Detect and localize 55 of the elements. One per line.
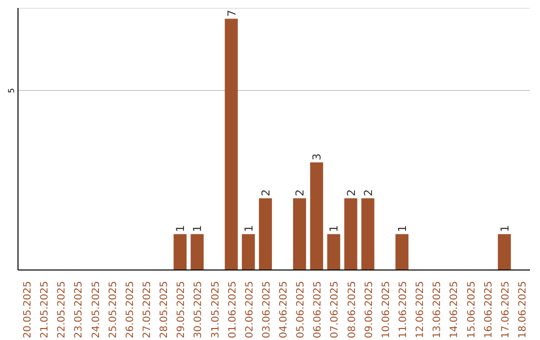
data-label: 2 — [294, 189, 307, 196]
bar — [310, 162, 324, 270]
data-label: 2 — [259, 189, 272, 196]
data-label: 1 — [498, 225, 512, 232]
x-tick-label: 01.06.2025 — [227, 281, 238, 338]
x-tick-label: 09.06.2025 — [364, 281, 375, 338]
data-label: 2 — [362, 189, 375, 196]
x-tick-label: 18.06.2025 — [517, 281, 528, 338]
y-tick-label: 5 — [7, 88, 16, 94]
data-label: 7 — [225, 10, 238, 17]
x-tick-label: 28.05.2025 — [159, 281, 170, 338]
x-tick-label: 31.05.2025 — [210, 281, 222, 338]
bar — [395, 234, 408, 270]
x-tick-label: 29.05.2025 — [176, 281, 188, 338]
x-tick-label: 30.05.2025 — [193, 281, 204, 338]
x-tick-label: 21.05.2025 — [40, 281, 51, 338]
x-tick-label: 25.05.2025 — [108, 281, 119, 338]
x-tick-label: 24.05.2025 — [90, 281, 102, 338]
x-tick-label: 23.05.2025 — [74, 281, 85, 338]
bar — [361, 198, 374, 270]
bar — [258, 198, 272, 270]
x-tick-label: 02.06.2025 — [244, 281, 256, 338]
data-label: 1 — [174, 225, 188, 232]
x-tick-label: 12.06.2025 — [415, 281, 426, 338]
x-tick-label: 05.06.2025 — [296, 281, 307, 338]
x-tick-label: 26.05.2025 — [124, 281, 136, 338]
bar — [174, 234, 187, 270]
x-tick-label: 04.06.2025 — [278, 281, 290, 338]
x-tick-label: 03.06.2025 — [261, 281, 272, 338]
x-tick-label: 17.06.2025 — [500, 281, 512, 338]
x-tick-label: 10.06.2025 — [380, 281, 392, 338]
data-label: 1 — [191, 225, 204, 232]
x-tick-label: 14.06.2025 — [449, 281, 460, 338]
x-tick-label: 15.06.2025 — [466, 281, 478, 338]
x-tick-label: 06.06.2025 — [312, 281, 324, 338]
x-tick-label: 07.06.2025 — [330, 281, 341, 338]
x-tick-label: 13.06.2025 — [432, 281, 444, 338]
data-label: 2 — [344, 189, 358, 196]
x-tick-label: 11.06.2025 — [398, 281, 409, 338]
x-tick-label: 16.06.2025 — [483, 281, 494, 338]
data-label: 3 — [310, 153, 324, 160]
bar — [293, 198, 306, 270]
x-tick-label: 20.05.2025 — [22, 281, 34, 338]
bar — [344, 198, 358, 270]
bar — [498, 234, 511, 270]
data-label: 1 — [328, 225, 341, 232]
bar — [327, 234, 340, 270]
data-label: 1 — [396, 225, 409, 232]
x-tick-label: 08.06.2025 — [346, 281, 358, 338]
bar — [190, 234, 204, 270]
x-tick-label: 22.05.2025 — [56, 281, 68, 338]
x-tick-label: 27.05.2025 — [142, 281, 153, 338]
data-label: 1 — [242, 225, 256, 232]
bar — [224, 18, 238, 270]
bar — [242, 234, 255, 270]
